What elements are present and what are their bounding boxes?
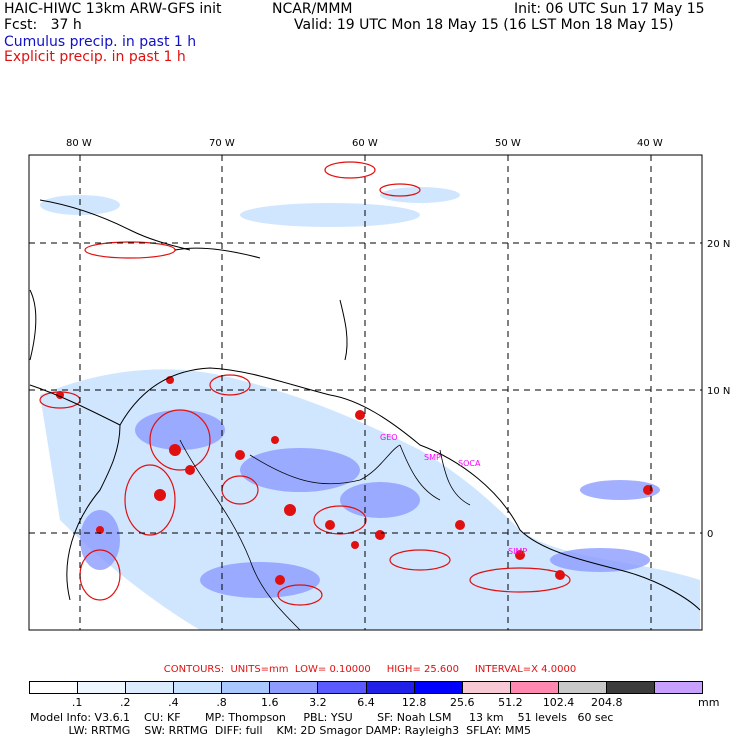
scale-label: .8 bbox=[216, 696, 227, 709]
contours-low: LOW= 0.10000 bbox=[294, 664, 371, 675]
scale-label: .1 bbox=[71, 696, 83, 709]
lon-label-60w: 60 W bbox=[352, 138, 378, 149]
contour-info: CONTOURS: UNITS=mm LOW= 0.10000 HIGH= 25… bbox=[0, 664, 740, 675]
scale-label: 6.4 bbox=[357, 696, 375, 709]
scale-swatch bbox=[414, 682, 463, 693]
forecast-hour: Fcst: 37 h bbox=[4, 17, 82, 33]
scale-swatch bbox=[126, 682, 175, 693]
contours-units: UNITS=mm bbox=[230, 664, 289, 675]
valid-time: Valid: 19 UTC Mon 18 May 15 (16 LST Mon … bbox=[294, 17, 674, 33]
scale-label: 51.2 bbox=[498, 696, 523, 709]
scale-label: 204.8 bbox=[590, 696, 623, 709]
model-title: HAIC-HIWC 13km ARW-GFS init bbox=[4, 1, 222, 17]
precip-map: 80 W 70 W 60 W 50 W 40 W 20 N 10 N 0 GEO… bbox=[28, 138, 730, 631]
org-label: NCAR/MMM bbox=[272, 1, 353, 17]
model-info-line1: Model Info: V3.6.1 CU: KF MP: Thompson P… bbox=[30, 711, 614, 724]
cumulus-legend: Cumulus precip. in past 1 h bbox=[4, 34, 197, 50]
scale-swatch bbox=[558, 682, 607, 693]
lon-label-50w: 50 W bbox=[495, 138, 521, 149]
lat-label-0: 0 bbox=[707, 529, 713, 540]
scale-swatch bbox=[30, 682, 79, 693]
contours-label: CONTOURS: bbox=[163, 664, 225, 675]
moderate-precip-shading bbox=[80, 410, 660, 598]
scale-swatch bbox=[318, 682, 367, 693]
scale-swatch bbox=[366, 682, 415, 693]
scale-label: 12.8 bbox=[401, 696, 427, 709]
contours-high: HIGH= 25.600 bbox=[386, 664, 459, 675]
scale-swatch bbox=[222, 682, 271, 693]
model-info-line2: LW: RRTMG SW: RRTMG DIFF: full KM: 2D Sm… bbox=[30, 724, 531, 737]
lat-label-20n: 20 N bbox=[707, 239, 730, 250]
scale-label: 102.4 bbox=[542, 696, 575, 709]
station-simp: SIMP bbox=[508, 547, 527, 556]
scale-swatch bbox=[270, 682, 319, 693]
coastlines bbox=[29, 199, 701, 611]
scale-label: .2 bbox=[120, 696, 131, 709]
contours-interval: INTERVAL=X 4.0000 bbox=[474, 664, 577, 675]
graticule bbox=[29, 155, 702, 630]
scale-unit: mm bbox=[698, 696, 720, 709]
scale-swatch bbox=[510, 682, 559, 693]
scale-label: .4 bbox=[168, 696, 179, 709]
explicit-legend: Explicit precip. in past 1 h bbox=[4, 49, 186, 65]
station-smp: SMP bbox=[424, 453, 441, 462]
scale-swatch bbox=[462, 682, 511, 693]
station-geo: GEO bbox=[380, 433, 398, 442]
scale-swatch bbox=[174, 682, 223, 693]
lat-label-10n: 10 N bbox=[707, 386, 730, 397]
lon-label-80w: 80 W bbox=[66, 138, 92, 149]
station-soca: SOCA bbox=[458, 459, 481, 468]
lon-label-70w: 70 W bbox=[209, 138, 235, 149]
country-borders bbox=[179, 439, 471, 631]
scale-label: 1.6 bbox=[260, 696, 279, 709]
scale-swatch bbox=[78, 682, 127, 693]
scale-label: 3.2 bbox=[309, 696, 327, 709]
lon-label-40w: 40 W bbox=[637, 138, 663, 149]
scale-swatch bbox=[606, 682, 656, 693]
color-scale-bar bbox=[29, 681, 703, 694]
scale-label: 25.6 bbox=[450, 696, 475, 709]
scale-swatch bbox=[655, 682, 703, 693]
init-time: Init: 06 UTC Sun 17 May 15 bbox=[514, 1, 705, 17]
